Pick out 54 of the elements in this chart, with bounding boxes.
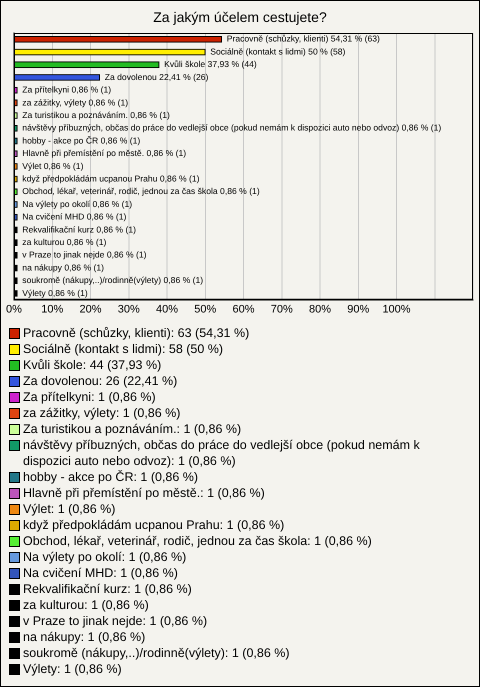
- x-tick-label: 60%: [232, 303, 255, 316]
- text: soukromě (nákupy,..)/rodinně(výlety): 1 (0,86 %): [23, 645, 290, 661]
- category-label: hobby - akce po ČR 0,86 % (1): [22, 135, 140, 146]
- text: Za turistikou a poznáváním.: 1 (0,86 %): [23, 421, 242, 437]
- category-label: soukromě (nákupy,..)/rodinně(výlety) 0,86 % (1): [22, 275, 204, 286]
- text: v Praze to jinak nejde: 1 (0,86 %): [23, 613, 208, 629]
- x-tick-label: 90%: [347, 303, 370, 316]
- x-tick-label: 20%: [79, 303, 102, 316]
- text: Na výlety po okolí: 1 (0,86 %): [23, 549, 186, 565]
- category-label: Za dovolenou 22,41 % (26): [104, 72, 208, 82]
- text: Za dovolenou: 26 (22,41 %): [23, 373, 178, 389]
- text: na nákupy: 1 (0,86 %): [23, 629, 146, 645]
- category-label: Pracovně (schůzky, klienti) 54,31 % (63): [226, 34, 380, 44]
- text: návštěvy příbuzných, občas do práce do vedlejší obce (pokud nemám k dispozici auto nebo odvoz): 1 (0,86 %): [23, 437, 421, 469]
- category-label: na nákupy 0,86 % (1): [22, 262, 104, 272]
- text: Za přítelkyni: 1 (0,86 %): [23, 389, 156, 405]
- category-label: když předpokládám ucpanou Prahu 0,86 % (1): [22, 173, 200, 184]
- category-label: návštěvy příbuzných, občas do práce do vedlejší obce (pokud nemám k dispozici auto nebo odvoz) 0,86 % (1): [22, 122, 442, 133]
- category-label: Obchod, lékař, veterinář, rodič, jednou za čas škola 0,86 % (1): [22, 186, 260, 196]
- x-tick-label: 70%: [270, 303, 293, 316]
- category-label: Výlet 0,86 % (1): [22, 160, 84, 171]
- text: Pracovně (schůzky, klienti): 63 (54,31 %): [23, 325, 250, 341]
- x-tick-label: 50%: [194, 303, 216, 316]
- text: za zážitky, výlety: 1 (0,86 %): [23, 405, 180, 421]
- x-tick-label: 10%: [41, 303, 64, 316]
- category-label: za zážitky, výlety 0,86 % (1): [22, 97, 128, 108]
- category-label: Za přítelkyni 0,86 % (1): [22, 84, 112, 95]
- text: Na cvičení MHD: 1 (0,86 %): [23, 565, 178, 581]
- category-label: Za turistikou a poznáváním. 0,86 % (1): [22, 110, 170, 120]
- text: Rekvalifikační kurz: 1 (0,86 %): [23, 581, 192, 597]
- x-tick-label: 40%: [156, 303, 178, 316]
- category-label: Výlety 0,86 % (1): [22, 288, 88, 298]
- x-tick-label: 30%: [118, 303, 140, 316]
- category-label: za kulturou 0,86 % (1): [22, 237, 106, 248]
- category-label: Na výlety po okolí 0,86 % (1): [22, 198, 132, 209]
- text: Hlavně při přemístění po městě.: 1 (0,86 %): [23, 485, 265, 501]
- category-label: v Praze to jinak nejde 0,86 % (1): [22, 250, 146, 260]
- category-label: Hlavně při přemístění po městě. 0,86 % (1): [22, 148, 186, 158]
- chart-title: Za jakým účelem cestujete?: [152, 8, 328, 27]
- text: Obchod, lékař, veterinář, rodič, jednou za čas škola: 1 (0,86 %): [23, 533, 372, 549]
- category-label: Na cvičení MHD 0,86 % (1): [22, 212, 126, 222]
- category-label: Rekvalifikační kurz 0,86 % (1): [22, 224, 136, 234]
- text: Kvůli škole: 44 (37,93 %): [23, 357, 162, 373]
- x-tick-label: 100%: [382, 303, 411, 316]
- text: když předpokládám ucpanou Prahu: 1 (0,86 %): [23, 517, 284, 533]
- text: hobby - akce po ČR: 1 (0,86 %): [23, 469, 198, 485]
- text: Výlet: 1 (0,86 %): [23, 501, 116, 517]
- x-tick-label: 80%: [308, 303, 332, 316]
- category-label: Sociálně (kontakt s lidmi) 50 % (58): [210, 46, 346, 56]
- text: za kulturou: 1 (0,86 %): [23, 597, 149, 613]
- category-label: Kvůli škole 37,93 % (44): [164, 59, 257, 70]
- text: Sociálně (kontakt s lidmi): 58 (50 %): [23, 341, 224, 357]
- x-tick-label: 0%: [6, 303, 22, 316]
- text: Výlety: 1 (0,86 %): [23, 661, 122, 677]
